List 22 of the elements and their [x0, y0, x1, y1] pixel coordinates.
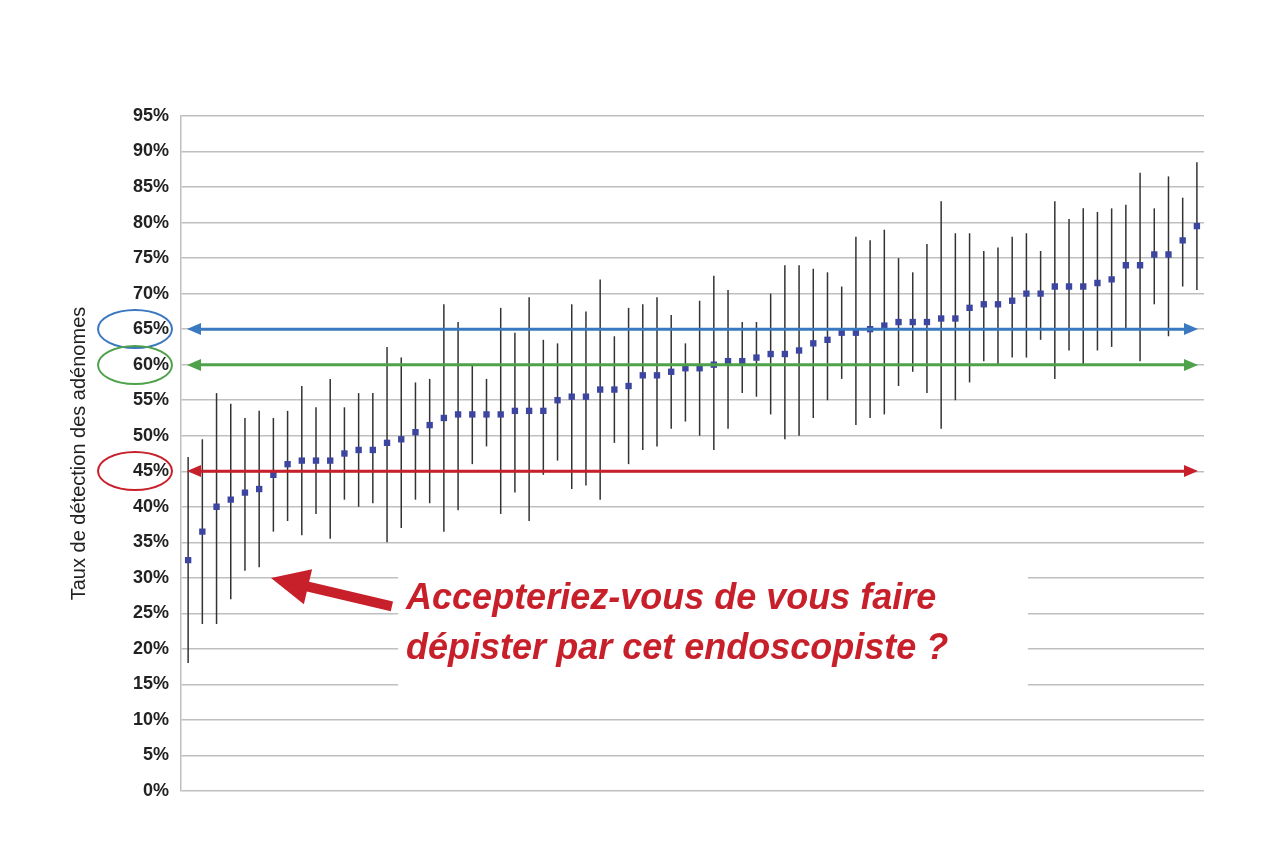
- y-tick-label: 55%: [133, 389, 170, 410]
- y-axis-title: Taux de détection des adénomes: [66, 306, 89, 601]
- y-tick-label: 10%: [133, 708, 170, 729]
- y-tick-label: 90%: [133, 140, 170, 161]
- y-tick-label: 20%: [133, 637, 170, 658]
- y-tick-label: 15%: [133, 673, 170, 694]
- y-tick-label: 75%: [133, 247, 170, 268]
- y-tick-label: 5%: [143, 744, 170, 765]
- y-tick-label: 0%: [143, 779, 170, 800]
- y-tick-label: 50%: [133, 424, 170, 445]
- y-tick-label: 60%: [133, 353, 170, 374]
- y-tick-label: 30%: [133, 566, 170, 587]
- y-tick-label: 35%: [133, 531, 170, 552]
- y-tick-label: 45%: [133, 460, 170, 481]
- y-tick-label: 85%: [133, 176, 170, 197]
- annotation: Accepteriez-vous de vous faire dépister par cet endoscopiste ?: [405, 576, 949, 668]
- y-tick-label: 65%: [133, 318, 170, 339]
- y-tick-label: 95%: [133, 104, 170, 125]
- y-tick-label: 25%: [133, 602, 170, 623]
- y-tick-label: 40%: [133, 495, 170, 516]
- y-tick-label: 80%: [133, 211, 170, 232]
- y-tick-label: 70%: [133, 282, 170, 303]
